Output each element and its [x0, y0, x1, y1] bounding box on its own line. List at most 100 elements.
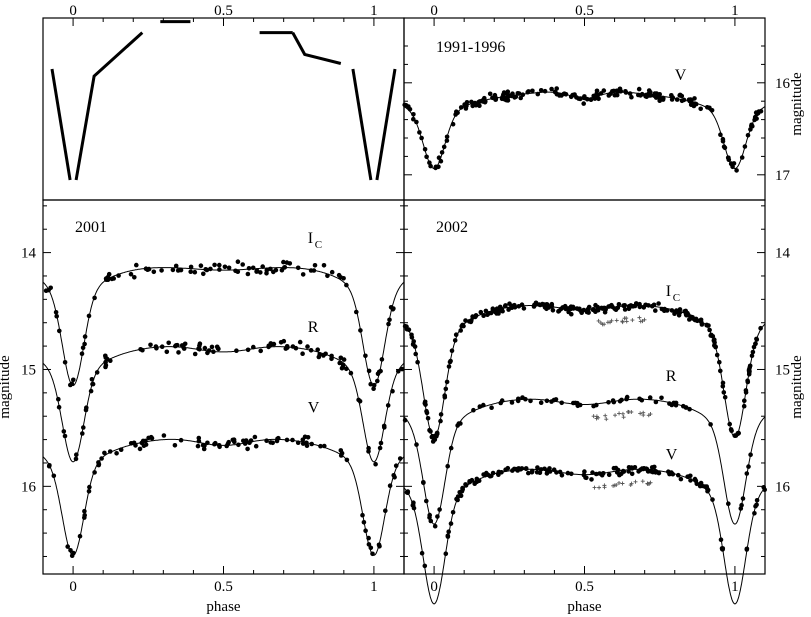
data-point-ic — [281, 259, 286, 265]
series-label-ic-sub: C — [315, 239, 322, 251]
data-point-ic — [677, 307, 683, 312]
sketch-segment — [291, 31, 342, 65]
data-point-v — [202, 443, 207, 448]
cross-point-ic — [596, 318, 601, 323]
cross-point-ic — [605, 320, 610, 325]
data-point-r — [489, 405, 494, 411]
cross-point-ic — [609, 318, 614, 323]
panel-label: 1991-1996 — [436, 39, 505, 56]
data-point-v — [172, 443, 178, 448]
cross-point-r — [646, 413, 651, 418]
data-point-r — [538, 400, 544, 406]
data-point-ic — [258, 270, 263, 275]
data-point-r — [509, 400, 515, 405]
data-point-v — [647, 90, 653, 95]
x-tick-label: 0 — [430, 3, 438, 19]
data-point-ic — [336, 272, 342, 278]
data-point-ic — [212, 262, 217, 268]
data-point-r — [297, 339, 303, 345]
data-point-v — [526, 470, 531, 476]
cross-point-v — [648, 480, 653, 485]
data-point-r — [176, 350, 181, 355]
data-point-ic — [173, 263, 179, 269]
data-point-ic — [321, 263, 327, 268]
data-point-v — [629, 471, 635, 477]
cross-point-v — [640, 479, 645, 484]
cross-point-v — [611, 483, 616, 488]
data-point-ic — [622, 307, 628, 312]
data-point-v — [161, 433, 167, 438]
y-axis-label: magnitude — [0, 355, 13, 419]
data-point-r — [148, 342, 153, 348]
data-point-v — [636, 86, 642, 92]
y-axis-label: magnitude — [789, 72, 805, 136]
data-point-v — [338, 448, 344, 453]
cross-point-r — [629, 409, 634, 414]
data-point-v — [264, 438, 269, 444]
data-point-ic — [264, 268, 270, 273]
data-point-v — [612, 92, 618, 98]
data-point-v — [463, 482, 468, 487]
data-point-ic — [503, 303, 508, 308]
data-point-ic — [371, 386, 376, 392]
data-point-v — [245, 446, 250, 452]
x-tick-label: 1 — [370, 3, 378, 19]
data-point-v — [535, 465, 540, 470]
data-point-ic — [134, 262, 139, 268]
series-label-ic-sub: C — [673, 292, 680, 304]
data-point-v — [677, 93, 682, 98]
data-point-v — [464, 100, 470, 105]
data-point-r — [647, 395, 653, 400]
data-point-v — [275, 436, 280, 442]
data-point-ic — [616, 302, 622, 307]
cross-point-ic — [624, 319, 629, 324]
cross-point-r — [603, 413, 608, 418]
data-point-v — [523, 466, 529, 472]
data-point-v — [505, 465, 511, 471]
cross-point-v — [620, 481, 625, 486]
data-point-ic — [521, 306, 527, 311]
data-point-ic — [626, 306, 632, 312]
data-point-ic — [151, 269, 157, 275]
model-curve-r — [403, 398, 766, 525]
x-tick-label: 1 — [731, 579, 739, 595]
data-point-v — [305, 435, 311, 440]
data-point-ic — [192, 269, 198, 275]
data-point-ic — [497, 304, 503, 310]
data-point-ic — [146, 266, 152, 272]
data-point-v — [137, 446, 143, 452]
data-point-v — [230, 437, 236, 443]
series-label-ic: I — [308, 230, 313, 247]
data-point-ic — [128, 271, 134, 277]
y-tick-label: 15 — [21, 362, 36, 378]
data-point-v — [572, 92, 577, 97]
data-point-ic — [271, 269, 276, 275]
y-axis-label: magnitude — [789, 355, 805, 419]
x-tick-label: 0.5 — [575, 3, 594, 19]
cross-point-r — [638, 411, 643, 416]
data-point-v — [270, 440, 276, 446]
data-point-v — [629, 94, 634, 100]
data-point-v — [606, 93, 612, 98]
data-point-v — [458, 105, 464, 110]
data-point-r — [528, 398, 533, 404]
y-tick-label: 16 — [775, 479, 791, 495]
data-point-v — [69, 553, 75, 558]
data-point-ic — [217, 262, 222, 268]
data-point-v — [201, 446, 207, 452]
data-point-v — [616, 88, 622, 94]
data-point-ic — [226, 265, 232, 271]
data-point-v — [606, 472, 612, 478]
data-point-v — [613, 465, 619, 471]
model-curve-v — [403, 91, 766, 170]
data-point-ic — [43, 288, 49, 294]
data-point-ic — [500, 308, 505, 314]
cross-point-ic — [630, 318, 635, 323]
cross-point-v — [592, 485, 597, 490]
cross-point-v — [629, 481, 634, 486]
data-point-v — [581, 101, 586, 106]
data-point-v — [538, 88, 544, 93]
data-point-v — [148, 434, 154, 440]
data-point-ic — [532, 302, 537, 308]
sketch-segment — [351, 68, 373, 181]
